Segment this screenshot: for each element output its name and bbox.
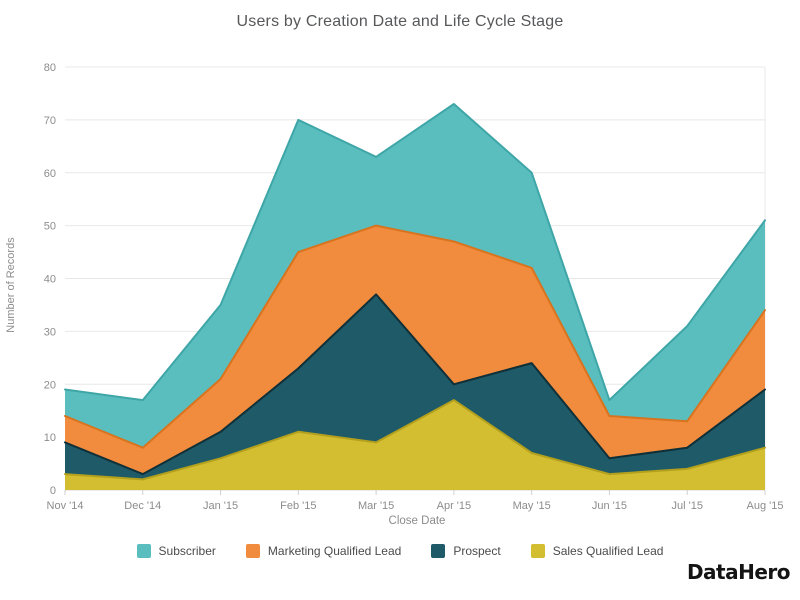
legend-swatch-icon [245,544,260,558]
legend-label: Subscriber [158,544,216,558]
y-tick-label-10: 10 [44,432,56,444]
legend-item-subscriber[interactable]: Subscriber [136,544,216,558]
datahero-logo: DataHero [686,560,791,584]
y-tick-label-60: 60 [44,168,56,180]
y-tick-label-0: 0 [50,485,56,497]
y-tick-label-30: 30 [44,326,56,338]
boundary-prospect [64,293,766,476]
x-tick-label: May '15 [513,500,551,512]
y-tick-label-70: 70 [44,115,56,127]
y-tick-label-80: 80 [44,62,56,74]
chart-title: Users by Creation Date and Life Cycle St… [236,13,564,30]
boundary-marketing-qualified-lead [64,224,766,449]
legend-swatch-icon [431,544,446,558]
x-tick-label: Mar '15 [358,500,394,512]
x-tick-label: Jun '15 [592,500,627,512]
area-marketing-qualified-lead [65,225,765,475]
boundary-subscriber [64,103,766,402]
legend-item-sales-qualified-lead[interactable]: Sales Qualified Lead [530,544,664,558]
chart-legend: Subscriber Marketing Qualified Lead Prospe… [0,540,800,562]
x-tick-label: Jan '15 [203,500,238,512]
y-tick-label-20: 20 [44,379,56,391]
x-tick-label: Nov '14 [47,500,84,512]
legend-swatch-icon [530,544,545,558]
area-subscriber [65,104,765,448]
x-axis-title: Close Date [388,515,446,527]
boundary-sales-qualified-lead [64,399,766,481]
area-prospect [65,294,765,480]
legend-swatch-icon [136,544,151,558]
legend-item-prospect[interactable]: Prospect [431,544,501,558]
legend-item-marketing-qualified-lead[interactable]: Marketing Qualified Lead [245,544,402,558]
x-tick-label: Dec '14 [124,500,161,512]
x-tick-label: Aug '15 [747,500,784,512]
y-axis-title: Number of Records [5,237,17,333]
y-tick-label-40: 40 [44,274,56,286]
legend-label: Sales Qualified Lead [552,544,664,558]
legend-label: Prospect [453,544,501,558]
area-sales-qualified-lead [65,400,765,490]
x-tick-label: Apr '15 [437,500,472,512]
y-tick-label-50: 50 [44,221,56,233]
legend-label: Marketing Qualified Lead [267,544,402,558]
x-tick-label: Jul '15 [671,500,702,512]
x-tick-label: Feb '15 [280,500,316,512]
